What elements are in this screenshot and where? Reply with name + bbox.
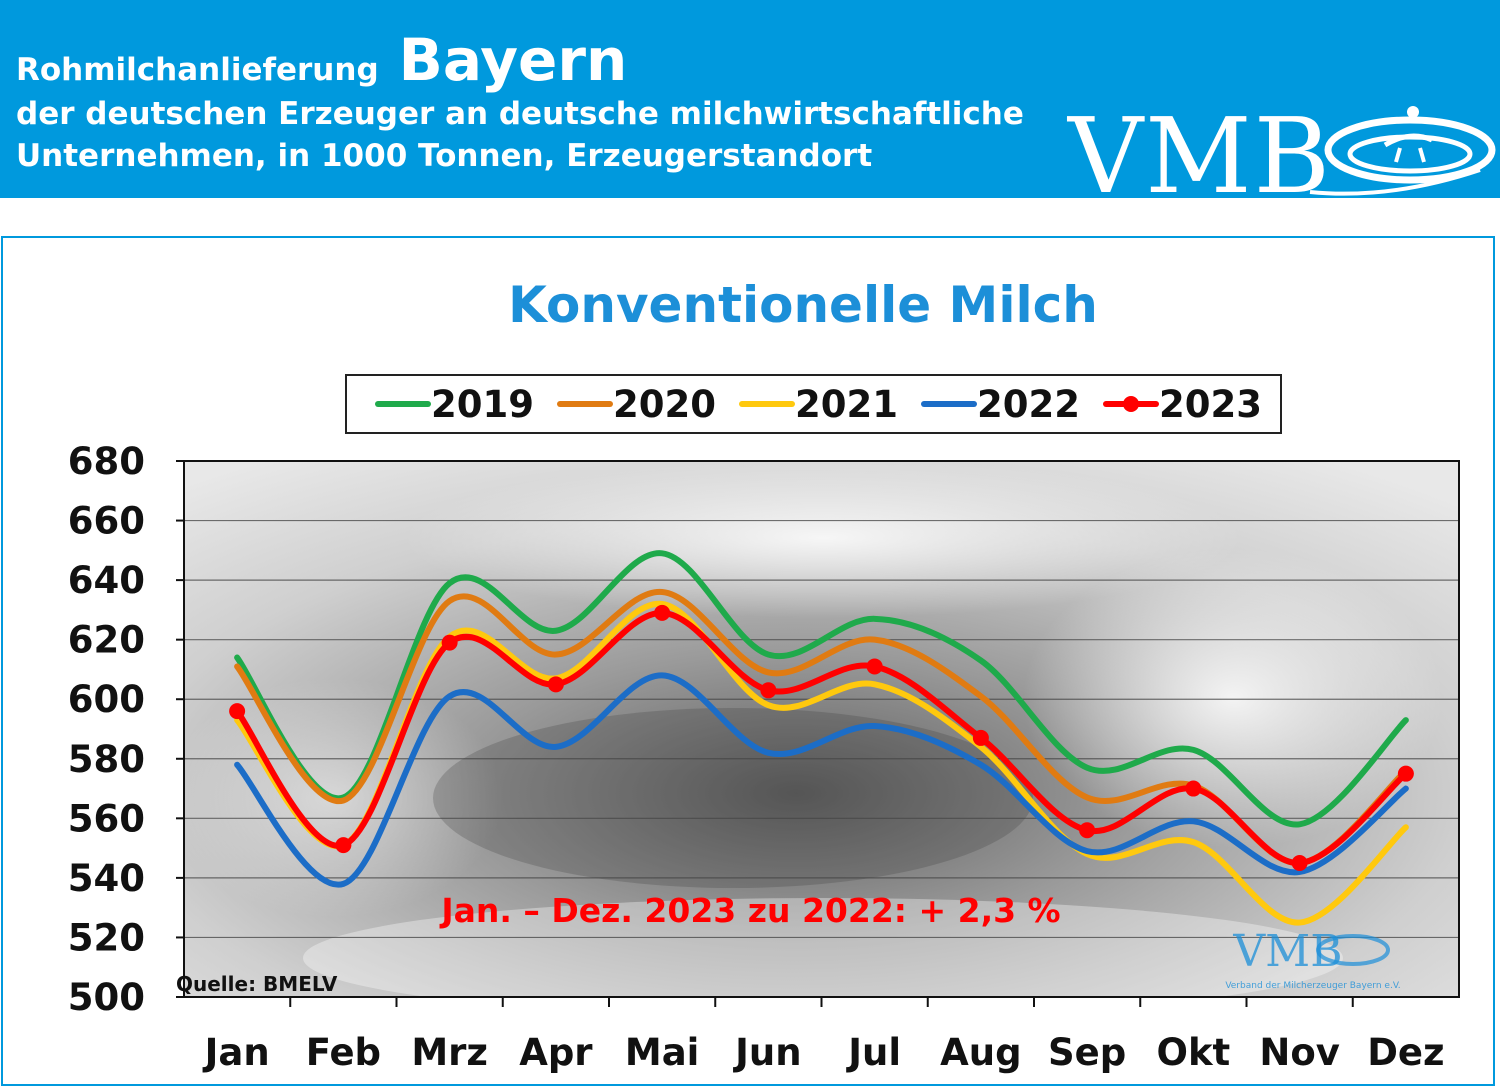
x-tick-label: Dez [1367, 1031, 1444, 1074]
legend-label-2021: 2021 [795, 383, 898, 426]
x-tick-label: Jan [202, 1031, 270, 1074]
data-point-2023 [1291, 855, 1308, 871]
y-tick-label: 640 [68, 559, 145, 602]
y-tick-label: 540 [68, 857, 145, 900]
y-tick-label: 680 [68, 440, 145, 483]
line-chart: Konventionelle Milch 2019 2020 2021 2022 202… [68, 276, 1460, 1074]
header-banner: Rohmilchanlieferung Bayern der deutschen … [0, 0, 1500, 198]
y-tick-label: 580 [68, 738, 145, 781]
header-title-region: Bayern [398, 26, 628, 94]
data-point-2023 [335, 837, 352, 854]
source-label: Quelle: BMELV [176, 972, 338, 996]
legend-label-2023: 2023 [1159, 383, 1262, 426]
x-tick-label: Okt [1157, 1031, 1231, 1074]
x-tick-label: Mrz [411, 1031, 488, 1074]
watermark-caption: Verband der Milcherzeuger Bayern e.V. [1225, 981, 1400, 991]
vmb-logo-swoosh-icon [1309, 106, 1496, 196]
data-point-2023 [1079, 822, 1096, 839]
series-group [229, 550, 1414, 926]
plot-background [163, 458, 1459, 1018]
x-tick-label: Nov [1259, 1031, 1340, 1074]
y-tick-label: 520 [68, 916, 145, 959]
chart-frame: Konventionelle Milch 2019 2020 2021 2022 202… [1, 236, 1495, 1086]
x-tick-label: Feb [306, 1031, 381, 1074]
data-point-2023 [654, 604, 671, 621]
y-tick-label: 620 [68, 619, 145, 662]
series-line-2023 [234, 609, 1409, 867]
x-tick-label: Sep [1048, 1031, 1126, 1074]
x-tick-label: Jun [732, 1031, 801, 1074]
legend-marker-2023 [1123, 396, 1139, 412]
watermark-swoosh-icon [1316, 934, 1390, 966]
legend-label-2019: 2019 [431, 383, 534, 426]
vmb-logo-text: VMB [1068, 95, 1333, 198]
y-tick-label: 600 [68, 678, 145, 721]
chart-title: Konventionelle Milch [508, 276, 1098, 334]
header-title: Rohmilchanlieferung Bayern [16, 26, 627, 94]
legend-label-2022: 2022 [977, 383, 1080, 426]
x-tick-label: Aug [940, 1031, 1021, 1074]
data-point-2023 [441, 634, 458, 651]
data-point-2023 [547, 676, 564, 693]
data-point-2023 [1397, 765, 1414, 782]
data-point-2023 [866, 658, 883, 675]
header-subtitle-line1: der deutschen Erzeuger an deutsche milch… [16, 96, 1024, 132]
y-tick-label: 500 [68, 976, 145, 1019]
x-tick-label: Mai [625, 1031, 699, 1074]
x-axis: Jan Feb Mrz Apr Mai Jun Jul Aug Sep Okt Nov Dez [202, 997, 1445, 1074]
watermark-logo: VMB [1232, 926, 1342, 977]
data-point-2023 [760, 682, 777, 699]
data-point-2023 [972, 729, 989, 746]
header-subtitle-line2: Unternehmen, in 1000 Tonnen, Erzeugersta… [16, 138, 873, 174]
y-tick-label: 560 [68, 797, 145, 840]
header-title-prefix: Rohmilchanlieferung [16, 52, 379, 88]
legend: 2019 2020 2021 2022 2023 [375, 383, 1262, 426]
x-tick-label: Jul [845, 1031, 901, 1074]
annotation: Jan. – Dez. 2023 zu 2022: + 2,3 % [439, 891, 1060, 930]
legend-label-2020: 2020 [613, 383, 716, 426]
series-line-2022 [234, 672, 1409, 888]
y-axis: 500 520 540 560 580 600 620 640 660 680 [68, 440, 184, 1019]
data-point-2023 [1185, 780, 1202, 797]
series-line-2019 [234, 550, 1409, 828]
data-point-2023 [229, 703, 246, 720]
x-tick-label: Apr [519, 1031, 593, 1074]
y-tick-label: 660 [68, 500, 145, 543]
